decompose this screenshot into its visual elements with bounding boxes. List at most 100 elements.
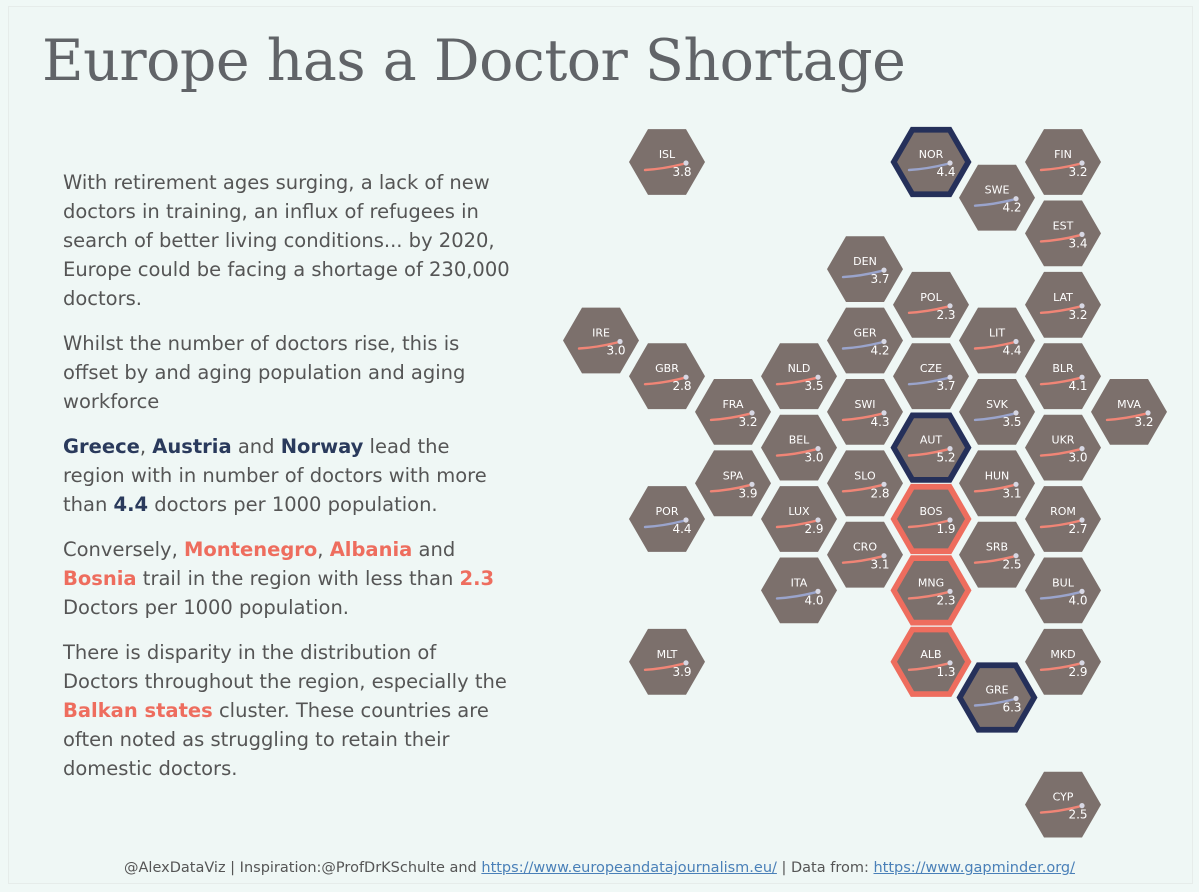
hex-sparkline xyxy=(1039,805,1081,814)
hex-tile-ita[interactable]: ITA 4.0 xyxy=(761,557,837,624)
hex-sparkline-end xyxy=(947,588,953,595)
hex-code-label: NOR xyxy=(919,148,944,161)
hex-sparkline xyxy=(709,484,751,493)
footer-credit: @AlexDataViz | Inspiration:@ProfDrKSchul… xyxy=(124,860,482,876)
hex-tile-cro[interactable]: CRO 3.1 xyxy=(827,521,903,588)
hex-value-label: 4.3 xyxy=(870,415,889,429)
hex-tile-cze[interactable]: CZE 3.7 xyxy=(893,343,969,410)
hex-tile-est[interactable]: EST 3.4 xyxy=(1025,200,1101,267)
hex-value-label: 2.8 xyxy=(870,486,889,500)
hex-sparkline-end xyxy=(1079,446,1085,452)
hex-sparkline xyxy=(907,662,949,671)
hex-tile-cyp[interactable]: CYP 2.5 xyxy=(1025,771,1101,838)
hex-sparkline xyxy=(841,484,883,493)
hex-value-label: 2.3 xyxy=(936,593,955,607)
footer: @AlexDataViz | Inspiration:@ProfDrKSchul… xyxy=(0,860,1199,876)
hex-sparkline xyxy=(1039,448,1081,457)
hex-shape xyxy=(897,632,965,692)
hex-sparkline xyxy=(973,412,1015,422)
footer-link-gapminder[interactable]: https://www.gapminder.org/ xyxy=(873,860,1075,876)
hex-shape xyxy=(563,307,639,374)
hex-code-label: SVK xyxy=(986,398,1009,411)
hex-value-label: 4.1 xyxy=(1068,379,1087,393)
hex-value-label: 3.1 xyxy=(870,558,889,572)
hex-sparkline-end xyxy=(683,160,689,166)
hex-tile-isl[interactable]: ISL 3.8 xyxy=(629,129,705,195)
hex-tile-swe[interactable]: SWE 4.2 xyxy=(959,164,1035,231)
hex-shape xyxy=(1025,200,1101,267)
threshold-high: 4.4 xyxy=(113,493,149,516)
hex-tile-blr[interactable]: BLR 4.1 xyxy=(1025,343,1101,410)
hex-tile-aut[interactable]: AUT 5.2 xyxy=(890,412,972,483)
hex-tile-nld[interactable]: NLD 3.5 xyxy=(761,343,837,410)
hex-tile-rom[interactable]: ROM 2.7 xyxy=(1025,486,1101,552)
hex-sparkline-end xyxy=(1079,803,1085,809)
hex-value-label: 3.7 xyxy=(870,272,889,286)
hex-tile-gbr[interactable]: GBR 2.8 xyxy=(629,343,705,410)
hex-value-label: 2.9 xyxy=(1068,665,1087,679)
hex-code-label: DEN xyxy=(853,255,877,268)
hex-shape xyxy=(897,418,965,477)
hex-value-label: 3.2 xyxy=(1068,165,1087,179)
hex-sparkline xyxy=(1039,662,1081,671)
hex-sparkline-end xyxy=(1013,695,1019,702)
hex-tile-slo[interactable]: SLO 2.8 xyxy=(827,450,903,517)
hex-tile-lux[interactable]: LUX 2.9 xyxy=(761,486,837,552)
hex-value-label: 3.8 xyxy=(672,165,691,179)
hex-tile-por[interactable]: POR 4.4 xyxy=(629,486,705,552)
footer-link-europeandatajournalism[interactable]: https://www.europeandatajournalism.eu/ xyxy=(481,860,777,876)
hex-sparkline-end xyxy=(683,517,689,523)
hex-value-label: 2.5 xyxy=(1002,558,1021,572)
hex-code-label: LAT xyxy=(1053,291,1073,304)
hex-tile-ire[interactable]: IRE 3.0 xyxy=(563,307,639,374)
hex-code-label: IRE xyxy=(592,327,610,340)
hex-tile-mng[interactable]: MNG 2.3 xyxy=(890,555,972,626)
hex-code-label: HUN xyxy=(985,469,1010,482)
hex-sparkline xyxy=(973,484,1015,493)
hex-tile-lat[interactable]: LAT 3.2 xyxy=(1025,271,1101,338)
hex-tile-gre[interactable]: GRE 6.3 xyxy=(956,662,1038,733)
hex-tile-ger[interactable]: GER 4.2 xyxy=(827,307,903,374)
hex-tile-svk[interactable]: SVK 3.5 xyxy=(959,379,1035,445)
hex-tile-mlt[interactable]: MLT 3.9 xyxy=(629,628,705,695)
hex-tile-nor[interactable]: NOR 4.4 xyxy=(890,126,972,198)
hex-tile-ukr[interactable]: UKR 3.0 xyxy=(1025,414,1101,481)
hex-tile-fin[interactable]: FIN 3.2 xyxy=(1025,129,1101,195)
hex-tile-mva[interactable]: MVA 3.2 xyxy=(1091,379,1167,445)
hex-sparkline-end xyxy=(881,481,887,487)
hex-sparkline xyxy=(709,412,751,422)
hex-shape xyxy=(761,486,837,552)
hex-tile-spa[interactable]: SPA 3.9 xyxy=(695,450,771,517)
hex-shape xyxy=(1025,343,1101,410)
country-albania: Albania xyxy=(329,538,413,561)
hex-tile-swi[interactable]: SWI 4.3 xyxy=(827,379,903,445)
hex-sparkline-end xyxy=(1079,660,1085,666)
hex-sparkline xyxy=(907,162,949,172)
hex-tile-bos[interactable]: BOS 1.9 xyxy=(890,483,972,555)
hex-shape xyxy=(959,521,1035,588)
hex-tile-lit[interactable]: LIT 4.4 xyxy=(959,307,1035,374)
hex-tile-den[interactable]: DEN 3.7 xyxy=(827,236,903,302)
hex-value-label: 3.1 xyxy=(1002,486,1021,500)
hex-sparkline-end xyxy=(1013,553,1019,559)
hex-shape xyxy=(761,343,837,410)
hex-tile-hun[interactable]: HUN 3.1 xyxy=(959,450,1035,517)
footer-data-source-label: | Data from: xyxy=(776,860,874,876)
hex-tile-alb[interactable]: ALB 1.3 xyxy=(890,626,972,697)
hex-code-label: SLO xyxy=(854,469,876,482)
hex-sparkline xyxy=(907,519,949,529)
separator: , xyxy=(139,435,153,458)
hex-tile-mkd[interactable]: MKD 2.9 xyxy=(1025,628,1101,695)
hex-shape xyxy=(959,450,1035,517)
hex-shape xyxy=(695,450,771,517)
hex-tile-srb[interactable]: SRB 2.5 xyxy=(959,521,1035,588)
hex-value-label: 4.4 xyxy=(1002,344,1021,358)
hex-tile-pol[interactable]: POL 2.3 xyxy=(893,271,969,338)
story-paragraph-1: With retirement ages surging, a lack of … xyxy=(63,171,510,310)
hex-code-label: BUL xyxy=(1052,576,1075,589)
hex-tile-fra[interactable]: FRA 3.2 xyxy=(695,379,771,445)
hex-sparkline-end xyxy=(947,660,953,666)
hex-tile-bel[interactable]: BEL 3.0 xyxy=(761,414,837,481)
hex-tile-bul[interactable]: BUL 4.0 xyxy=(1025,557,1101,624)
hex-code-label: ROM xyxy=(1050,505,1076,518)
